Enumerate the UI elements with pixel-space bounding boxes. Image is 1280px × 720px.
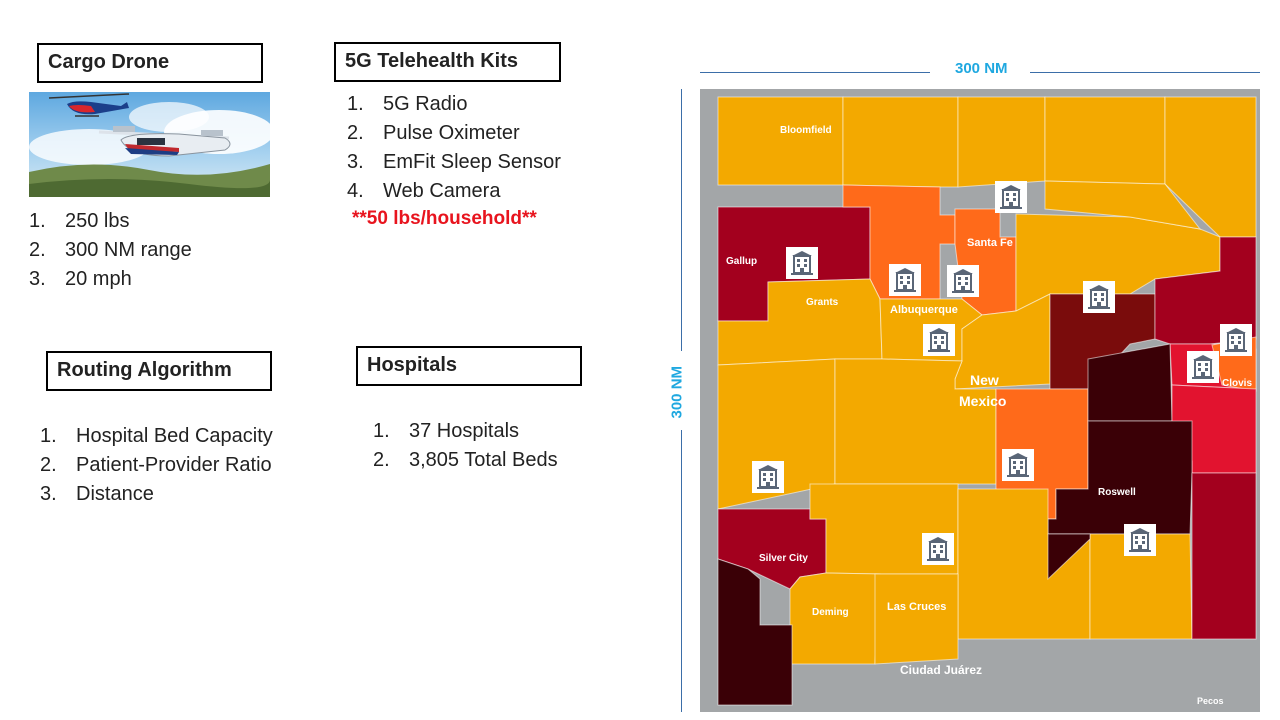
list-item: 1. 37 Hospitals (373, 420, 520, 442)
label-albuquerque: Albuquerque (890, 304, 958, 316)
county-hidalgo (717, 558, 793, 706)
hospitals-title: Hospitals (356, 346, 582, 386)
list-item: 2. 3,805 Total Beds (373, 449, 558, 471)
scale-bar-vertical-top (681, 89, 682, 351)
list-item: 3. Distance (40, 483, 154, 505)
label-clovis: Clovis (1222, 378, 1252, 389)
routing-items: 1. Hospital Bed Capacity 2. Patient-Provid… (40, 422, 273, 509)
label-ciudad-juarez: Ciudad Juárez (900, 663, 982, 677)
county-sandoval (842, 184, 956, 300)
list-item: 1. Hospital Bed Capacity (40, 425, 273, 447)
hospital-building-icon (1219, 323, 1253, 357)
county-mora (1044, 180, 1202, 230)
county-dona-ana (874, 573, 959, 665)
county-luna (789, 572, 881, 665)
list-item: 3. EmFit Sleep Sensor (347, 151, 561, 173)
label-silver-city: Silver City (759, 553, 808, 564)
list-item: 2. 300 NM range (29, 239, 192, 261)
routing-title: Routing Algorithm (46, 351, 272, 391)
label-santa-fe: Santa Fe (967, 237, 1013, 249)
label-state-mexico: Mexico (959, 393, 1006, 409)
hospitals-items: 1. 37 Hospitals 2. 3,805 Total Beds (373, 417, 558, 475)
hospital-building-icon (785, 246, 819, 280)
list-item: 1. 5G Radio (347, 93, 468, 115)
label-bloomfield: Bloomfield (780, 125, 832, 136)
hospital-building-icon (1186, 350, 1220, 384)
label-roswell: Roswell (1098, 487, 1136, 498)
hospital-building-icon (888, 263, 922, 297)
county-colfax (1044, 96, 1166, 185)
label-las-cruces: Las Cruces (887, 601, 946, 613)
scale-label-horizontal: 300 NM (955, 60, 1008, 77)
scale-bar-horizontal-right (1030, 72, 1260, 73)
label-state-new: New (970, 372, 999, 388)
county-chaves-south (1047, 533, 1091, 581)
county-lea (1191, 472, 1257, 640)
scale-bar-horizontal-left (700, 72, 930, 73)
scale-label-vertical: 300 NM (668, 365, 686, 419)
hospital-building-icon (1001, 448, 1035, 482)
telehealth-title: 5G Telehealth Kits (334, 42, 561, 82)
cargo-drone-specs: 1. 250 lbs 2. 300 NM range 3. 20 mph (29, 207, 192, 294)
label-pecos: Pecos (1197, 696, 1224, 706)
telehealth-items: 1. 5G Radio 2. Pulse Oximeter 3. EmFit Slee… (347, 90, 561, 206)
cargo-drone-photo (29, 92, 270, 197)
weight-note: **50 lbs/household** (352, 208, 537, 229)
scale-bar-vertical-bottom (681, 430, 682, 712)
cargo-drone-title: Cargo Drone (37, 43, 263, 83)
hospital-building-icon (1082, 280, 1116, 314)
hospital-building-icon (994, 180, 1028, 214)
label-gallup: Gallup (726, 256, 757, 267)
county-san-juan (717, 96, 844, 186)
county-rio-arriba (842, 96, 959, 188)
list-item: 1. 250 lbs (29, 210, 130, 232)
list-item: 4. Web Camera (347, 180, 501, 202)
hospital-building-icon (1123, 523, 1157, 557)
label-grants: Grants (806, 297, 839, 308)
hospital-building-icon (922, 323, 956, 357)
list-item: 2. Patient-Provider Ratio (40, 454, 272, 476)
hospital-building-icon (921, 532, 955, 566)
hospital-building-icon (946, 264, 980, 298)
list-item: 2. Pulse Oximeter (347, 122, 520, 144)
hospital-building-icon (751, 460, 785, 494)
list-item: 3. 20 mph (29, 268, 132, 290)
new-mexico-county-map: Bloomfield Gallup Santa Fe Grants Albuqu… (700, 89, 1260, 712)
label-deming: Deming (812, 607, 849, 618)
county-taos (957, 96, 1046, 188)
